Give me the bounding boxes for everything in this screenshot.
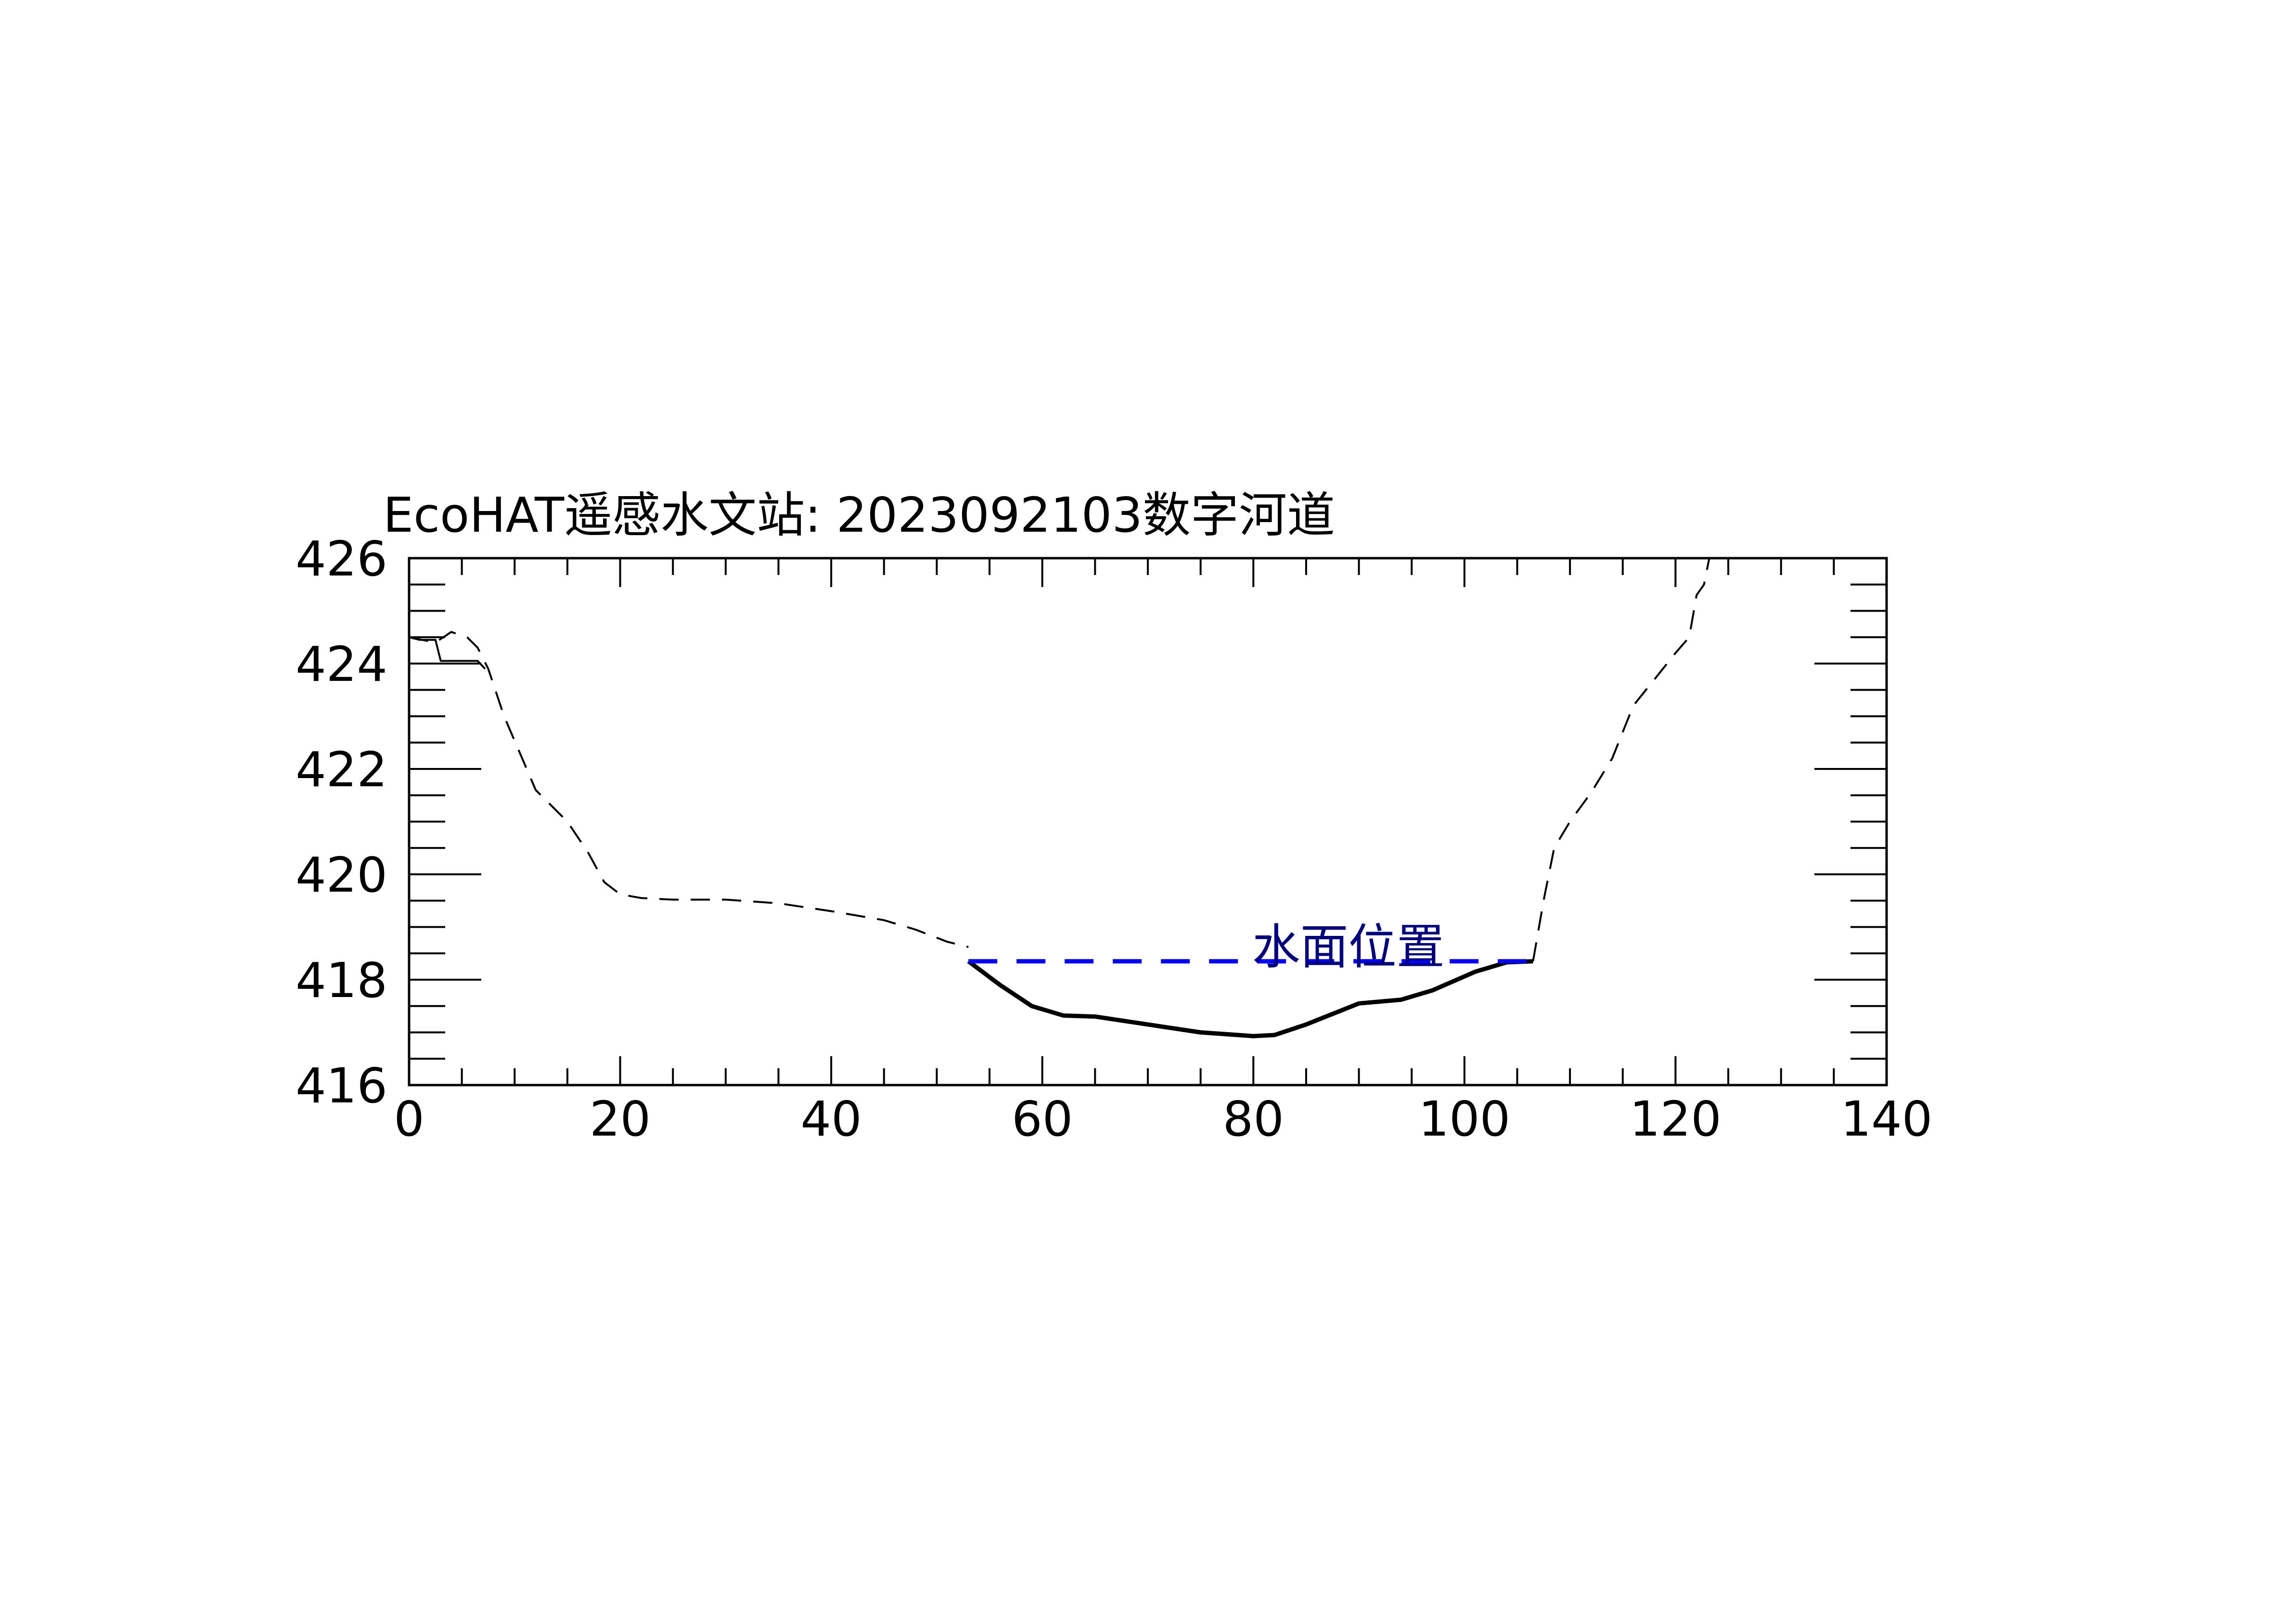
x-tick-label: 0	[394, 1091, 424, 1147]
profile-series-1	[409, 636, 486, 670]
y-tick-label: 422	[295, 742, 387, 798]
y-tick-label: 416	[295, 1058, 387, 1114]
x-tick-label: 100	[1418, 1091, 1510, 1147]
x-tick-label: 120	[1630, 1091, 1722, 1147]
x-tick-label: 80	[1223, 1091, 1284, 1147]
annotation-label: 水面位置	[1252, 919, 1445, 975]
x-tick-label: 140	[1841, 1091, 1933, 1147]
series-layer	[409, 558, 1710, 1038]
x-tick-label: 60	[1012, 1091, 1073, 1147]
y-tick-label: 420	[295, 847, 387, 903]
profile-series-3	[1532, 558, 1710, 962]
chart-title: EcoHAT遥感水文站: 2023092103数字河道	[383, 487, 1335, 543]
profile-series-2	[967, 959, 1533, 1038]
x-tick-label: 40	[801, 1091, 862, 1147]
x-tick-label: 20	[590, 1091, 651, 1147]
axis-tick-labels: 0 20 40 60 80 100 120 140 416 418 420 422 424 426	[295, 531, 1932, 1147]
y-tick-label: 424	[295, 636, 387, 692]
profile-series-0	[409, 631, 969, 948]
annotation-layer: 水面位置	[1252, 919, 1445, 975]
plot-frame	[408, 557, 1888, 1087]
axis-ticks	[408, 557, 1888, 1086]
y-tick-label: 418	[295, 952, 387, 1009]
y-tick-label: 426	[295, 531, 387, 587]
